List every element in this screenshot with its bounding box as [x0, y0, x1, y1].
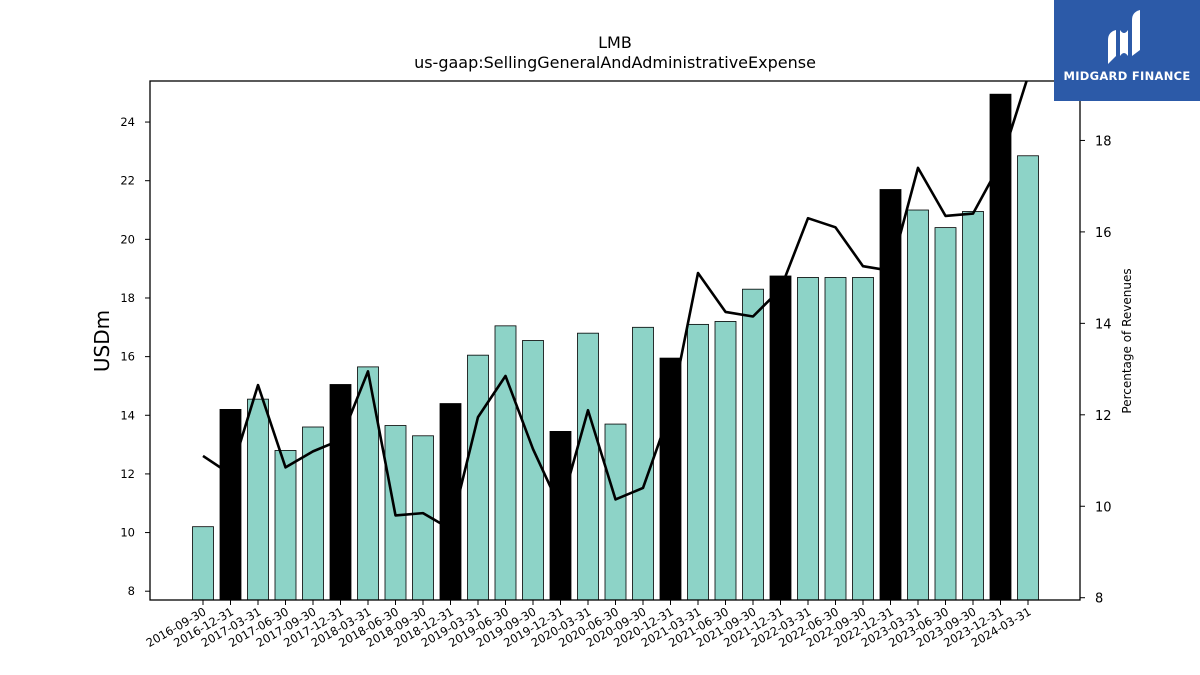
right-axis: 8 10 12 14 16 18 — [1080, 134, 1112, 607]
bar-2024-03-31 — [1017, 155, 1039, 601]
bar-2019-09-30 — [522, 340, 544, 601]
y-tick-label: 14 — [120, 408, 135, 422]
y-tick-label: 16 — [120, 350, 135, 364]
bar-2016-12-31 — [219, 409, 242, 601]
bar-2023-12-31 — [989, 93, 1012, 601]
bar-2020-06-30 — [604, 423, 627, 601]
brand-name: MIDGARD FINANCE — [1063, 69, 1191, 83]
bar-2023-06-30 — [934, 227, 957, 601]
bar-2022-12-31 — [879, 189, 902, 601]
bar-2022-06-30 — [824, 277, 847, 601]
bar-2017-03-31 — [247, 398, 269, 601]
y2-tick-label: 12 — [1095, 409, 1112, 424]
bar-2023-09-30 — [962, 211, 984, 601]
bar-2017-09-30 — [302, 426, 324, 601]
y-axis-label: USDm — [90, 310, 114, 372]
y-tick-label: 12 — [120, 467, 135, 481]
y-tick-label: 10 — [120, 526, 135, 540]
bar-2020-12-31 — [659, 357, 682, 601]
bar-series — [192, 93, 1039, 601]
bar-2017-06-30 — [274, 450, 297, 601]
y2-axis-label: Percentage of Revenues — [1120, 268, 1134, 413]
bar-2019-12-31 — [549, 430, 572, 601]
revenue-percentage-line — [202, 81, 1028, 531]
bar-2021-03-31 — [687, 323, 709, 601]
bar-2022-03-31 — [797, 277, 819, 601]
y2-tick-label: 16 — [1095, 226, 1112, 241]
bar-2021-12-31 — [769, 275, 792, 601]
x-axis: 2016-09-302016-12-312017-03-312017-06-30… — [144, 600, 1034, 650]
bar-2022-09-30 — [852, 277, 874, 601]
midgard-logo-icon — [1108, 10, 1140, 64]
chart-subtitle: us-gaap:SellingGeneralAndAdministrativeE… — [414, 53, 816, 72]
bar-2018-03-31 — [357, 366, 379, 601]
y-tick-label: 18 — [120, 291, 135, 305]
y-tick-label: 22 — [120, 174, 135, 188]
bar-2016-09-30 — [192, 526, 214, 601]
left-axis: 8 10 12 14 16 18 20 22 24 — [120, 115, 150, 598]
y2-tick-label: 8 — [1095, 592, 1103, 607]
bar-2021-09-30 — [742, 288, 764, 601]
bar-2019-03-31 — [467, 354, 489, 601]
y2-tick-label: 10 — [1095, 500, 1112, 515]
brand-logo: MIDGARD FINANCE — [1054, 0, 1200, 101]
y-tick-label: 24 — [120, 115, 135, 129]
y-tick-label: 20 — [120, 232, 135, 246]
bar-2023-03-31 — [907, 209, 929, 601]
y-tick-label: 8 — [128, 584, 135, 598]
bar-2021-06-30 — [714, 321, 737, 601]
bar-2017-12-31 — [329, 384, 352, 601]
bar-2019-06-30 — [494, 325, 517, 601]
bar-2020-03-31 — [577, 332, 599, 601]
y2-tick-label: 14 — [1095, 317, 1112, 332]
chart-title: LMB — [598, 33, 632, 52]
y2-tick-label: 18 — [1095, 134, 1112, 149]
